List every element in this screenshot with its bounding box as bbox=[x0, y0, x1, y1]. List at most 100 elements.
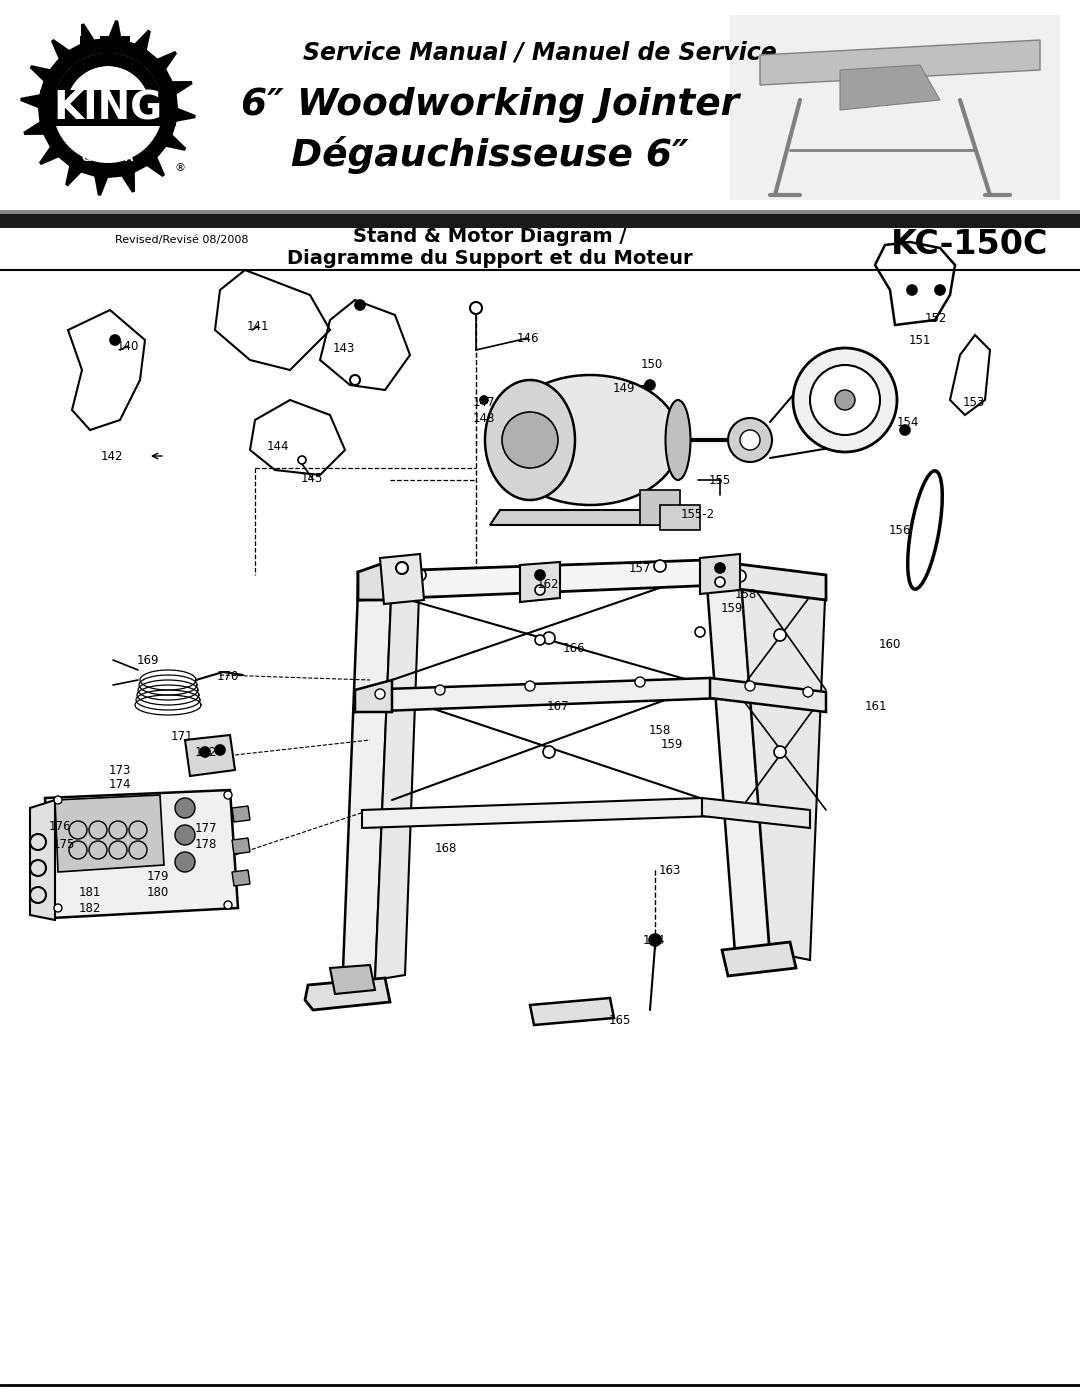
Ellipse shape bbox=[665, 400, 690, 481]
Text: 176: 176 bbox=[49, 820, 71, 833]
Text: 148: 148 bbox=[473, 412, 496, 425]
Text: 170: 170 bbox=[217, 669, 239, 683]
Circle shape bbox=[200, 747, 210, 757]
Circle shape bbox=[804, 687, 813, 697]
Text: 159: 159 bbox=[720, 602, 743, 615]
Circle shape bbox=[175, 852, 195, 872]
Text: 171: 171 bbox=[171, 729, 193, 742]
Text: 154: 154 bbox=[896, 415, 919, 429]
Text: 144: 144 bbox=[267, 440, 289, 453]
Polygon shape bbox=[357, 560, 392, 599]
Circle shape bbox=[414, 569, 426, 581]
Polygon shape bbox=[232, 806, 249, 821]
Polygon shape bbox=[342, 580, 392, 995]
Text: 164: 164 bbox=[643, 933, 665, 947]
Text: 146: 146 bbox=[516, 331, 539, 345]
Text: 156: 156 bbox=[889, 524, 912, 536]
Circle shape bbox=[649, 935, 661, 946]
Text: 177: 177 bbox=[194, 821, 217, 834]
Polygon shape bbox=[490, 510, 690, 525]
Text: Service Manual / Manuel de Service: Service Manual / Manuel de Service bbox=[303, 41, 777, 64]
Polygon shape bbox=[30, 800, 55, 921]
Text: 158: 158 bbox=[649, 724, 671, 736]
Circle shape bbox=[175, 798, 195, 819]
Text: 166: 166 bbox=[563, 641, 585, 655]
Text: 153: 153 bbox=[963, 395, 985, 408]
Polygon shape bbox=[305, 978, 390, 1010]
Circle shape bbox=[740, 430, 760, 450]
Circle shape bbox=[696, 627, 705, 637]
Polygon shape bbox=[640, 490, 680, 525]
Text: 160: 160 bbox=[879, 637, 901, 651]
Circle shape bbox=[793, 348, 897, 453]
Polygon shape bbox=[45, 789, 238, 918]
Text: 147: 147 bbox=[473, 395, 496, 408]
Circle shape bbox=[543, 746, 555, 759]
Circle shape bbox=[745, 680, 755, 692]
Text: KC-150C: KC-150C bbox=[891, 228, 1049, 260]
Text: 168: 168 bbox=[435, 841, 457, 855]
Circle shape bbox=[525, 680, 535, 692]
Circle shape bbox=[535, 570, 545, 580]
Circle shape bbox=[215, 745, 225, 754]
Polygon shape bbox=[706, 560, 826, 599]
Polygon shape bbox=[723, 942, 796, 977]
Text: 155-2: 155-2 bbox=[680, 507, 715, 521]
Text: 181: 181 bbox=[79, 886, 102, 898]
Circle shape bbox=[375, 689, 384, 698]
Text: KING: KING bbox=[53, 89, 163, 127]
Text: 152: 152 bbox=[924, 312, 947, 324]
Circle shape bbox=[224, 791, 232, 799]
Circle shape bbox=[396, 562, 408, 574]
Text: 173: 173 bbox=[109, 764, 131, 777]
Bar bbox=[0, 0, 1080, 265]
Circle shape bbox=[774, 629, 786, 641]
Circle shape bbox=[480, 395, 488, 404]
Polygon shape bbox=[21, 21, 195, 196]
Text: 143: 143 bbox=[333, 341, 355, 355]
Text: 155: 155 bbox=[708, 474, 731, 486]
Text: 149: 149 bbox=[612, 381, 635, 394]
Text: 163: 163 bbox=[659, 863, 681, 876]
Circle shape bbox=[355, 300, 365, 310]
Polygon shape bbox=[355, 680, 392, 712]
Polygon shape bbox=[710, 678, 826, 712]
Text: 169: 169 bbox=[137, 654, 159, 666]
Circle shape bbox=[175, 826, 195, 845]
Text: 141: 141 bbox=[246, 320, 269, 332]
Polygon shape bbox=[660, 504, 700, 529]
Text: 174: 174 bbox=[109, 778, 132, 791]
Text: CANADA: CANADA bbox=[82, 154, 134, 163]
Polygon shape bbox=[232, 838, 249, 854]
Circle shape bbox=[502, 412, 558, 468]
Text: 180: 180 bbox=[147, 886, 170, 898]
Text: Diagramme du Support et du Moteur: Diagramme du Support et du Moteur bbox=[287, 249, 692, 267]
Circle shape bbox=[635, 678, 645, 687]
Text: 140: 140 bbox=[117, 339, 139, 352]
Circle shape bbox=[907, 285, 917, 295]
Circle shape bbox=[53, 53, 163, 163]
Circle shape bbox=[470, 302, 482, 314]
Circle shape bbox=[715, 563, 725, 573]
Circle shape bbox=[54, 904, 62, 912]
Polygon shape bbox=[706, 566, 770, 965]
Polygon shape bbox=[80, 36, 130, 53]
Circle shape bbox=[900, 425, 910, 434]
Text: Dégauchisseuse 6″: Dégauchisseuse 6″ bbox=[292, 136, 689, 175]
Polygon shape bbox=[530, 997, 615, 1025]
Circle shape bbox=[715, 577, 725, 587]
Circle shape bbox=[350, 374, 360, 386]
Polygon shape bbox=[55, 795, 164, 872]
Circle shape bbox=[734, 570, 746, 583]
Polygon shape bbox=[56, 53, 160, 95]
Text: Revised/Revisé 08/2008: Revised/Revisé 08/2008 bbox=[114, 235, 248, 244]
Circle shape bbox=[110, 335, 120, 345]
Circle shape bbox=[543, 631, 555, 644]
Text: 142: 142 bbox=[100, 450, 123, 462]
Text: Stand & Motor Diagram /: Stand & Motor Diagram / bbox=[353, 228, 626, 246]
Circle shape bbox=[835, 390, 855, 409]
Text: 145: 145 bbox=[301, 472, 323, 485]
Polygon shape bbox=[185, 735, 235, 775]
Polygon shape bbox=[375, 569, 420, 981]
Circle shape bbox=[534, 564, 546, 576]
